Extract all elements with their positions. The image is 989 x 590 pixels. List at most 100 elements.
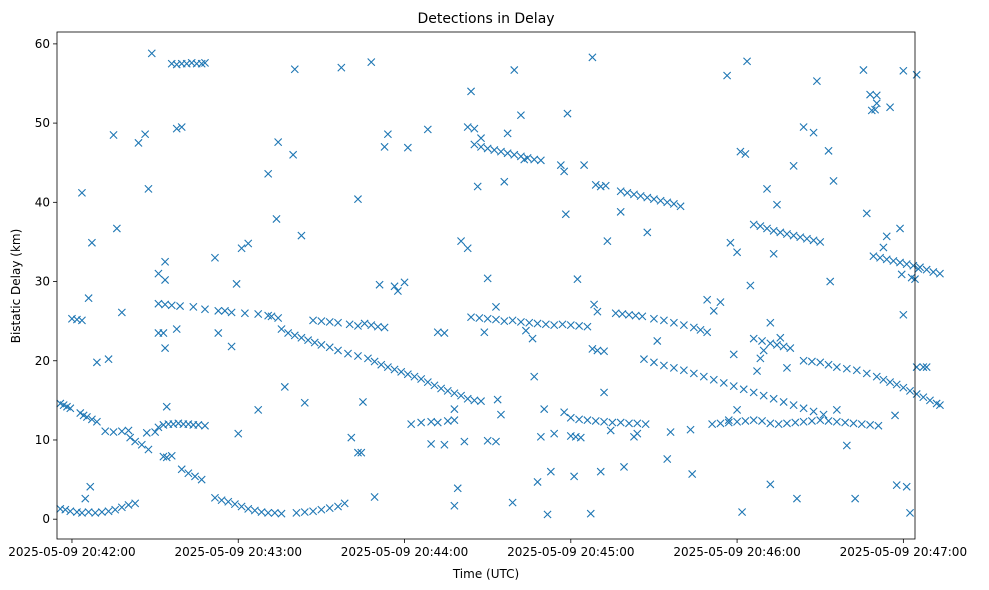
data-point	[227, 308, 236, 317]
data-point	[643, 193, 652, 202]
data-point	[922, 363, 931, 372]
data-point	[852, 366, 861, 375]
data-point	[167, 451, 176, 460]
data-point	[906, 386, 915, 395]
data-point	[77, 316, 86, 325]
data-point	[866, 90, 875, 99]
y-tick-label: 50	[35, 116, 50, 130]
data-point	[688, 470, 697, 479]
data-point	[491, 437, 500, 446]
data-point	[699, 372, 708, 381]
data-point	[176, 302, 185, 311]
data-point	[736, 147, 745, 156]
data-point	[766, 419, 775, 428]
data-point	[633, 419, 642, 428]
data-point	[782, 419, 791, 428]
data-point	[832, 417, 841, 426]
data-point	[340, 499, 349, 508]
data-point	[763, 224, 772, 233]
y-axis: 0 10 20 30 40 50 60	[35, 37, 57, 526]
data-point	[510, 66, 519, 75]
data-point	[520, 155, 529, 164]
data-point	[61, 505, 70, 514]
chart-title: Detections in Delay	[417, 11, 554, 27]
data-point	[749, 220, 758, 229]
data-point	[756, 354, 765, 363]
data-point	[500, 177, 509, 186]
data-point	[353, 352, 362, 360]
data-point	[234, 429, 243, 438]
data-point	[769, 249, 778, 258]
data-point	[360, 319, 369, 328]
data-point	[871, 105, 880, 114]
data-point	[131, 437, 140, 446]
data-point	[184, 469, 193, 478]
data-point	[66, 404, 75, 413]
data-point	[716, 419, 725, 428]
data-point	[929, 268, 938, 277]
data-point	[289, 150, 298, 159]
data-point	[631, 311, 640, 320]
data-point	[82, 413, 91, 421]
data-point	[84, 294, 93, 303]
data-point	[300, 508, 309, 517]
data-point	[824, 416, 833, 425]
data-point	[227, 342, 236, 351]
data-point	[829, 176, 838, 185]
data-point	[325, 317, 334, 326]
data-point	[357, 448, 366, 457]
data-point	[857, 420, 866, 429]
data-point	[380, 323, 389, 332]
data-point	[473, 182, 482, 191]
data-point	[749, 388, 758, 397]
data-point	[649, 358, 658, 367]
data-point	[733, 248, 742, 257]
data-point	[172, 325, 181, 334]
data-point	[799, 404, 808, 413]
data-point	[763, 184, 772, 193]
data-point	[879, 243, 888, 252]
data-point	[723, 71, 732, 80]
data-point	[317, 340, 326, 349]
data-point	[716, 298, 725, 307]
data-point	[403, 370, 412, 379]
data-point	[620, 462, 629, 471]
data-point	[536, 156, 545, 165]
data-point	[669, 363, 678, 372]
data-point	[167, 301, 176, 310]
data-point	[563, 109, 572, 118]
data-point	[922, 265, 931, 274]
data-point	[240, 309, 249, 318]
data-point	[111, 505, 120, 514]
data-point	[214, 306, 223, 315]
data-point	[556, 161, 565, 170]
data-point	[891, 411, 900, 420]
data-point	[766, 480, 775, 489]
data-point	[935, 401, 944, 410]
data-point	[879, 375, 888, 384]
data-point	[87, 415, 96, 424]
data-point	[493, 395, 502, 404]
data-point	[92, 358, 101, 367]
data-point	[141, 130, 150, 139]
data-point	[528, 334, 537, 343]
data-point	[390, 282, 399, 291]
data-point	[912, 363, 921, 372]
data-point	[816, 358, 825, 367]
data-point	[244, 504, 253, 513]
data-point	[270, 508, 279, 517]
data-point	[92, 417, 101, 426]
data-point	[463, 244, 472, 253]
data-point	[902, 260, 911, 269]
data-point	[802, 234, 811, 243]
data-point	[669, 199, 678, 208]
data-point	[649, 195, 658, 204]
data-point	[443, 386, 452, 395]
data-point	[161, 257, 170, 266]
data-point	[297, 231, 306, 240]
data-point	[161, 300, 170, 309]
data-point	[566, 413, 575, 422]
data-point	[824, 360, 833, 369]
data-point	[76, 409, 85, 418]
data-point	[345, 320, 354, 329]
